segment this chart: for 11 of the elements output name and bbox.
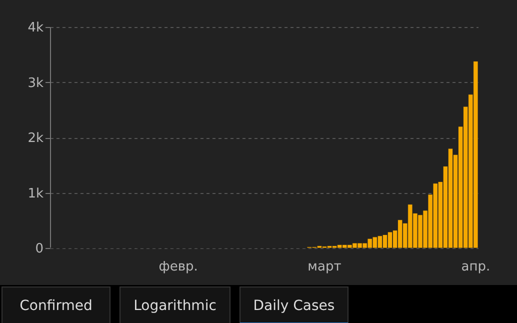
y-tick-label: 3k bbox=[28, 76, 44, 91]
x-tick-label: февр. bbox=[158, 260, 198, 274]
x-tick-label: апр. bbox=[461, 260, 490, 274]
y-tick-label: 2k bbox=[28, 131, 44, 146]
text: Logarithmic bbox=[134, 298, 216, 314]
text: Daily Cases bbox=[253, 298, 335, 314]
x-tick-label: март bbox=[308, 260, 342, 274]
y-tick-label: 0 bbox=[35, 242, 44, 256]
y-tick-label: 1k bbox=[28, 186, 44, 202]
text: Confirmed bbox=[20, 298, 92, 314]
y-tick-label: 4k bbox=[28, 20, 44, 36]
